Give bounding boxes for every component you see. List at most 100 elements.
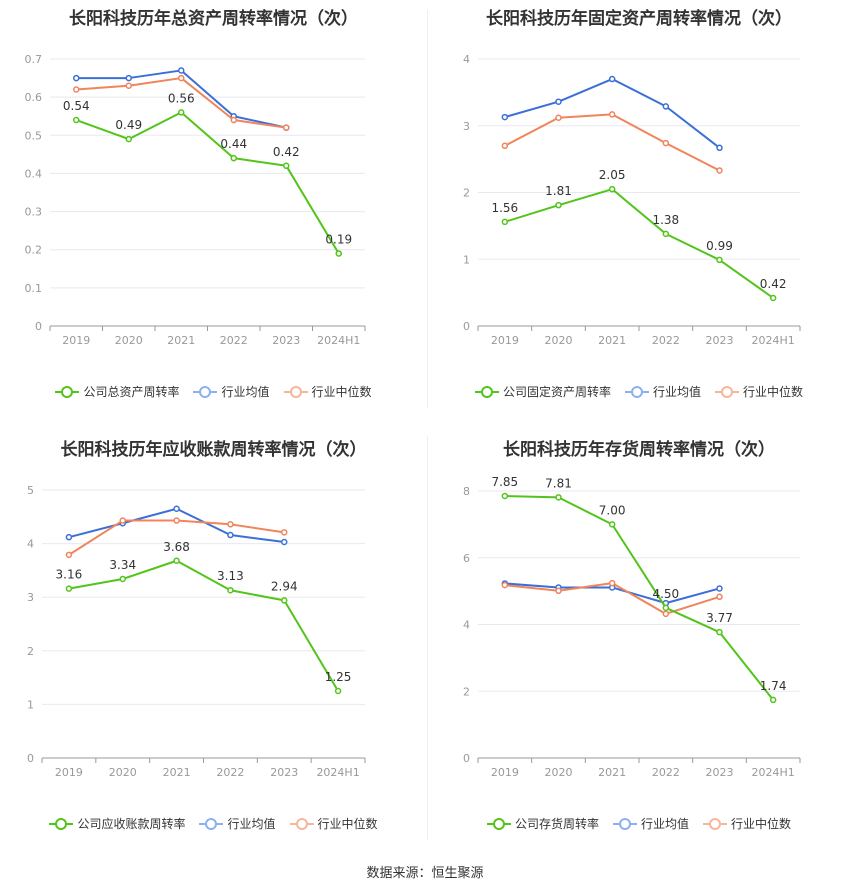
data-point-company bbox=[335, 250, 342, 257]
data-point-company bbox=[716, 628, 723, 636]
chart-title: 长阳科技历年应收账款周转率情况（次） bbox=[60, 440, 367, 460]
data-point-avg bbox=[608, 75, 616, 83]
data-point-company bbox=[501, 218, 509, 226]
data-point-avg bbox=[716, 144, 723, 152]
data-point-company bbox=[73, 116, 80, 124]
data-point-avg bbox=[73, 74, 80, 82]
data-label: 0.99 bbox=[706, 239, 733, 253]
y-tick-label: 4 bbox=[27, 538, 34, 551]
legend-line-marker-icon bbox=[474, 385, 499, 398]
legend-label: 行业均值 bbox=[652, 385, 701, 399]
legend-label: 行业均值 bbox=[227, 817, 276, 831]
data-point-median bbox=[125, 82, 132, 89]
chart-title: 长阳科技历年固定资产周转率情况（次） bbox=[486, 9, 792, 29]
x-tick-label: 2019 bbox=[491, 766, 519, 779]
data-point-company bbox=[501, 492, 509, 500]
legend-item-industry-median[interactable]: 行业中位数 bbox=[703, 815, 791, 832]
line-chart: 0 1 2 3 4 2019 2020 2021 2022 2023 2024H1 1.56 1.81 2… bbox=[463, 53, 801, 347]
legend-item-company[interactable]: 公司应收账款周转率 bbox=[49, 815, 185, 832]
data-point-median bbox=[178, 74, 185, 82]
legend-item-industry-average[interactable]: 行业均值 bbox=[199, 815, 276, 832]
line-chart: 0 2 4 6 8 2019 2020 2021 2022 2023 2024H1 7.85 7.81 7… bbox=[463, 475, 801, 779]
y-tick-label: 0.3 bbox=[25, 206, 43, 219]
data-label: 0.42 bbox=[273, 145, 300, 159]
x-tick-label: 2021 bbox=[598, 766, 626, 779]
legend-item-industry-median[interactable]: 行业中位数 bbox=[289, 815, 378, 832]
data-point-median bbox=[283, 124, 290, 131]
data-point-median bbox=[230, 116, 237, 124]
data-point-median bbox=[555, 114, 562, 121]
chart-panel-inventory-turnover: 长阳科技历年存货周转率情况（次） 0 2 4 6 8 2019 2020 2021 2022 20… bbox=[428, 430, 850, 850]
panel-divider bbox=[427, 10, 428, 408]
data-label: 0.19 bbox=[325, 233, 352, 247]
x-tick-label: 2019 bbox=[62, 334, 90, 347]
series-line-avg bbox=[68, 507, 285, 543]
legend-item-industry-average[interactable]: 行业均值 bbox=[624, 383, 701, 400]
data-point-company bbox=[230, 154, 237, 162]
y-tick-label: 0 bbox=[35, 320, 42, 333]
data-point-median bbox=[608, 579, 616, 587]
x-tick-label: 2019 bbox=[55, 766, 83, 779]
x-tick-label: 2024H1 bbox=[752, 766, 795, 779]
y-tick-label: 3 bbox=[463, 120, 470, 133]
legend-label: 行业均值 bbox=[221, 385, 270, 399]
legend-item-industry-average[interactable]: 行业均值 bbox=[193, 383, 270, 400]
legend-item-company[interactable]: 公司存货周转率 bbox=[486, 815, 599, 832]
series-line-company bbox=[504, 188, 774, 299]
x-tick-label: 2021 bbox=[163, 766, 191, 779]
data-label: 3.34 bbox=[109, 558, 136, 572]
data-source-caption: 数据来源：恒生聚源 bbox=[366, 866, 484, 881]
x-tick-label: 2020 bbox=[545, 334, 573, 347]
x-tick-label: 2021 bbox=[598, 334, 626, 347]
data-point-avg bbox=[716, 585, 723, 592]
data-point-company bbox=[769, 294, 777, 302]
legend-label: 行业中位数 bbox=[317, 817, 378, 831]
data-label: 3.16 bbox=[56, 568, 83, 582]
legend-item-industry-average[interactable]: 行业均值 bbox=[612, 815, 689, 832]
legend-line-marker-icon bbox=[193, 385, 218, 398]
chart-title: 长阳科技历年存货周转率情况（次） bbox=[503, 440, 775, 460]
data-point-median bbox=[501, 142, 509, 150]
data-point-company bbox=[119, 575, 126, 583]
data-point-company bbox=[65, 585, 73, 592]
data-label: 1.56 bbox=[491, 201, 518, 215]
chart-panel-receivables-turnover: 长阳科技历年应收账款周转率情况（次） 0 1 2 3 4 5 2019 2020 2021 202… bbox=[0, 430, 427, 850]
legend-item-company[interactable]: 公司固定资产周转率 bbox=[474, 383, 611, 400]
legend-line-marker-icon bbox=[624, 385, 649, 398]
data-point-avg bbox=[173, 505, 180, 513]
chart-panel-total-asset-turnover: 长阳科技历年总资产周转率情况（次） 0 0.1 0.2 0.3 0.4 0.5 0.6 0.7… bbox=[0, 0, 427, 420]
y-tick-label: 0.1 bbox=[25, 282, 43, 295]
legend-item-company[interactable]: 公司总资产周转率 bbox=[55, 383, 179, 400]
x-tick-label: 2024H1 bbox=[317, 334, 360, 347]
data-point-company bbox=[662, 604, 670, 612]
legend-label: 行业中位数 bbox=[311, 385, 372, 399]
x-tick-label: 2022 bbox=[220, 334, 248, 347]
data-label: 3.68 bbox=[163, 540, 190, 554]
data-point-median bbox=[119, 517, 126, 524]
y-tick-label: 0.6 bbox=[25, 91, 43, 104]
y-tick-label: 0.7 bbox=[25, 53, 43, 66]
chart-legend: 公司应收账款周转率 行业均值 行业中位数 bbox=[0, 815, 427, 832]
data-point-median bbox=[716, 167, 723, 174]
chart-legend: 公司存货周转率 行业均值 行业中位数 bbox=[428, 815, 850, 832]
data-point-company bbox=[334, 687, 342, 695]
x-tick-label: 2019 bbox=[491, 334, 519, 347]
series-line-company bbox=[68, 559, 339, 692]
x-tick-label: 2023 bbox=[706, 334, 734, 347]
data-label: 3.77 bbox=[706, 611, 733, 625]
y-tick-label: 0 bbox=[27, 752, 34, 765]
x-tick-label: 2022 bbox=[652, 766, 680, 779]
data-point-company bbox=[125, 135, 132, 143]
data-point-median bbox=[662, 610, 670, 618]
legend-line-marker-icon bbox=[486, 817, 511, 830]
data-point-company bbox=[769, 696, 777, 704]
data-label: 1.25 bbox=[325, 670, 352, 684]
legend-item-industry-median[interactable]: 行业中位数 bbox=[283, 383, 372, 400]
data-point-median bbox=[608, 111, 616, 118]
panel-divider bbox=[427, 436, 428, 840]
line-chart: 0 0.1 0.2 0.3 0.4 0.5 0.6 0.7 2019 2020 2021 2022 20… bbox=[25, 53, 366, 347]
x-tick-label: 2023 bbox=[272, 334, 300, 347]
legend-item-industry-median[interactable]: 行业中位数 bbox=[715, 383, 803, 400]
y-tick-label: 2 bbox=[463, 187, 470, 200]
data-point-median bbox=[65, 551, 73, 559]
